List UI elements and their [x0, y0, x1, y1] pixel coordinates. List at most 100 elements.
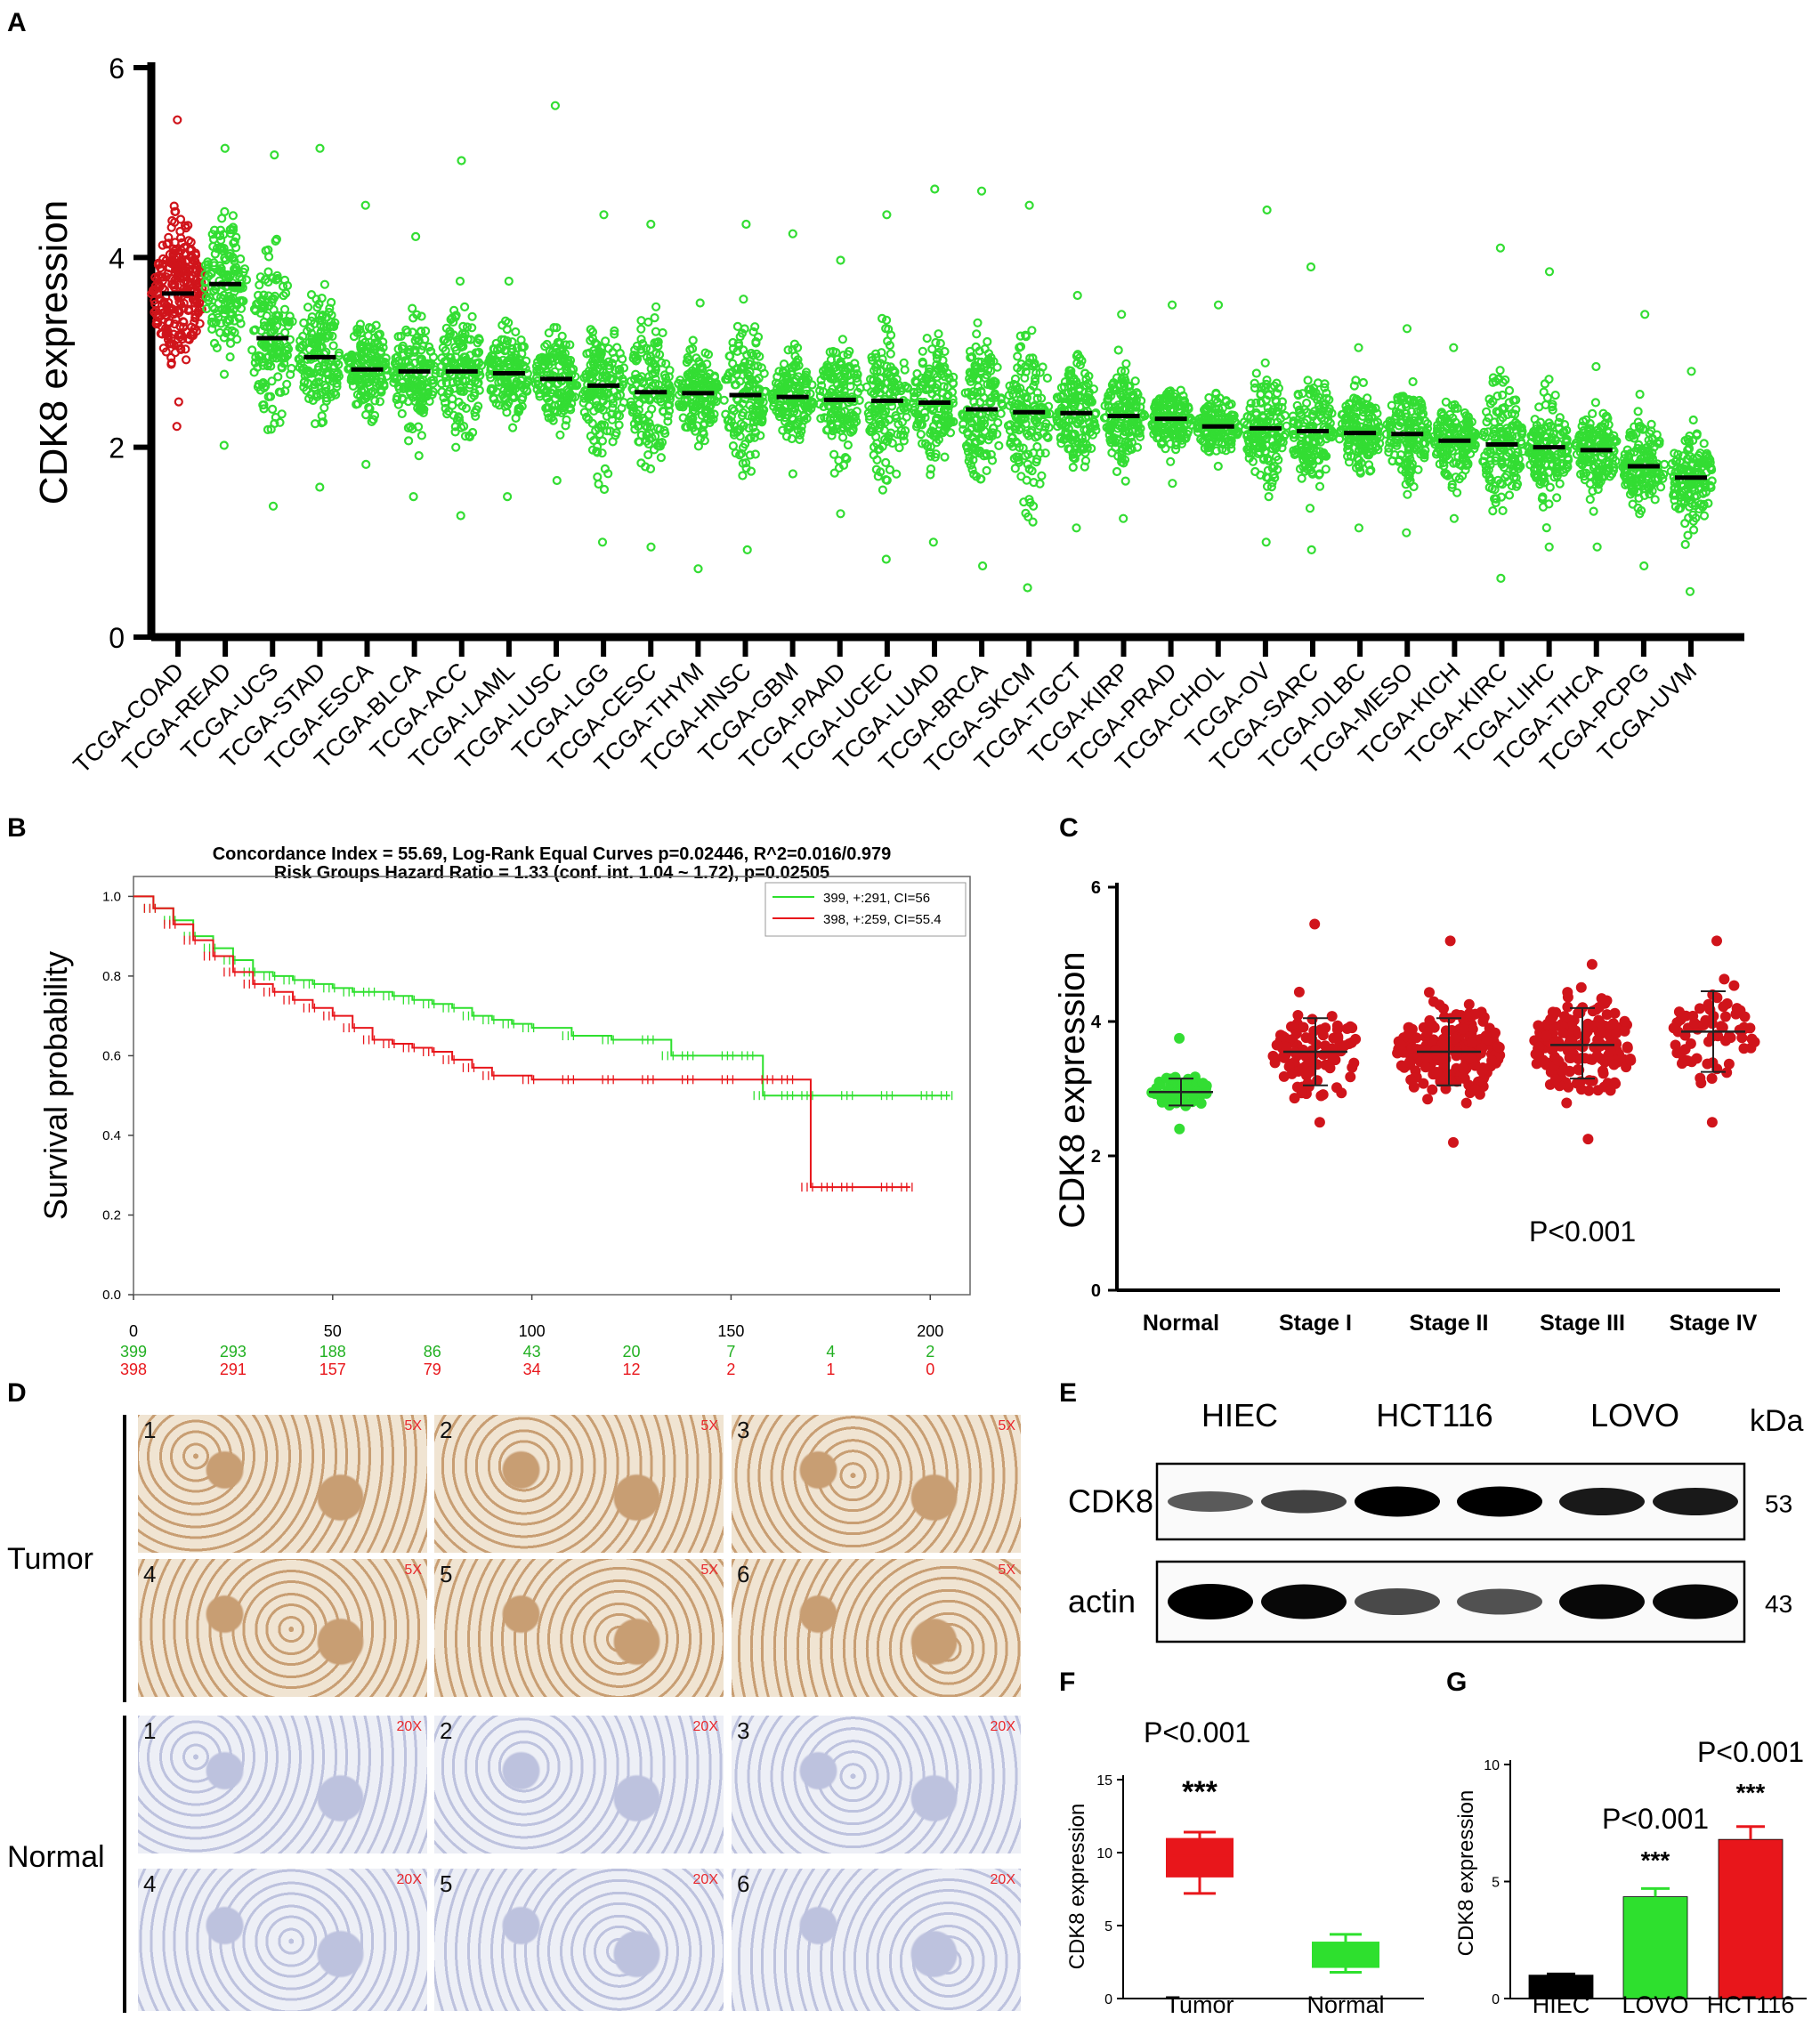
panel-a-point — [735, 424, 745, 434]
panel-a-point — [983, 336, 992, 347]
panel-a-point — [321, 347, 331, 357]
panel-a-point — [1119, 513, 1128, 523]
panel-a-point — [544, 403, 554, 413]
panel-a-point — [158, 240, 167, 250]
panel-a-point — [164, 297, 174, 307]
panel-a-point — [1585, 495, 1595, 505]
panel-a-point — [794, 384, 804, 393]
panel-a-point — [635, 399, 644, 408]
panel-a-point — [678, 413, 688, 423]
panel-a-point — [282, 280, 293, 291]
panel-a-point — [1306, 545, 1316, 555]
panel-a-point — [787, 362, 797, 372]
panel-a-point — [550, 101, 561, 110]
panel-a-point — [780, 416, 790, 426]
panel-a-point — [328, 341, 338, 351]
panel-a-point — [228, 211, 238, 221]
panel-a-point — [535, 392, 545, 401]
panel-a-point — [255, 308, 266, 319]
panel-a-point — [231, 243, 241, 253]
panel-a-point — [182, 355, 191, 365]
panel-a-point — [298, 331, 308, 341]
panel-a-point — [994, 440, 1004, 450]
panel-a-point — [234, 313, 244, 323]
panel-a-point — [886, 349, 895, 359]
panel-a-point — [405, 345, 415, 355]
panel-a-point — [790, 403, 800, 414]
panel-a-point — [435, 368, 445, 378]
panel-a-point — [414, 450, 424, 461]
panel-a-point — [740, 358, 750, 367]
panel-a-point — [1297, 473, 1306, 483]
panel-a-point — [445, 352, 455, 362]
panel-a-point — [1117, 310, 1127, 319]
panel-a-group-tcga-lgg — [578, 210, 629, 547]
panel-a-point — [441, 398, 450, 408]
panel-a-point — [444, 407, 454, 416]
panel-a-point — [523, 376, 533, 385]
panel-a-point — [614, 420, 624, 430]
panel-a-point — [181, 221, 190, 230]
panel-a-point — [610, 353, 619, 363]
panel-a-point — [751, 376, 762, 385]
panel-a-point — [498, 355, 508, 365]
panel-a-point — [408, 303, 417, 313]
panel-a-point — [162, 325, 172, 335]
panel-a-point — [398, 341, 408, 351]
panel-a-group-tcga-thym — [674, 298, 724, 574]
panel-a-point — [469, 391, 479, 400]
panel-a-group-tcga-tgct — [1051, 290, 1101, 533]
panel-a-point — [570, 372, 580, 382]
panel-a-point — [801, 378, 812, 388]
panel-a-point — [445, 327, 455, 336]
panel-a-point — [299, 318, 309, 327]
panel-a-point — [843, 350, 853, 359]
panel-a-point — [391, 353, 400, 363]
panel-a-point — [487, 384, 497, 393]
panel-a-point — [745, 450, 755, 460]
panel-a-group-tcga-acc — [435, 156, 487, 521]
panel-a-point — [973, 318, 983, 327]
panel-a-point — [556, 388, 567, 398]
panel-a-point — [738, 471, 748, 481]
panel-a-point — [389, 377, 399, 387]
panel-a-point — [700, 373, 710, 383]
panel-a-point — [1130, 376, 1140, 386]
panel-a-point — [755, 351, 764, 361]
panel-a-point — [190, 317, 199, 327]
panel-a-point — [1358, 377, 1369, 388]
panel-a-point — [587, 391, 597, 400]
panel-a-ylabel: CDK8 expression — [32, 200, 76, 505]
panel-a-point — [276, 387, 286, 398]
panel-a-point — [831, 348, 841, 358]
panel-a-point — [277, 363, 287, 373]
panel-a-point — [594, 479, 603, 489]
panel-a-point — [268, 353, 278, 363]
panel-a-point — [233, 268, 243, 278]
panel-a-point — [1633, 407, 1643, 416]
panel-a-point — [511, 327, 521, 337]
panel-a-point — [451, 442, 461, 452]
panel-a-point — [449, 317, 458, 327]
panel-a-point — [209, 286, 219, 295]
panel-a-point — [191, 296, 201, 306]
panel-a-point — [1639, 561, 1649, 571]
panel-a-point — [1555, 479, 1565, 489]
panel-a-point — [1213, 300, 1224, 310]
panel-a-point — [847, 426, 858, 436]
panel-a-point — [543, 408, 553, 418]
panel-a-point — [545, 397, 554, 407]
panel-a-point — [599, 387, 610, 397]
panel-a-point — [885, 464, 895, 475]
panel-a-point — [163, 269, 173, 279]
panel-a-point — [795, 430, 805, 440]
panel-a-point — [181, 344, 190, 354]
panel-a-point — [441, 345, 450, 356]
panel-a-point — [169, 340, 179, 350]
panel-a-point — [421, 326, 431, 336]
panel-a-point — [267, 376, 277, 386]
panel-a-point — [633, 421, 643, 432]
panel-a-point — [612, 343, 622, 352]
panel-a-point — [783, 345, 793, 355]
panel-a-point — [501, 340, 511, 350]
